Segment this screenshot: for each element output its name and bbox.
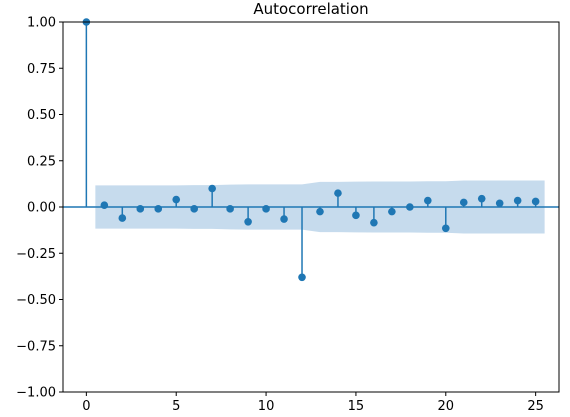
acf-point-lag-20 [441, 224, 450, 233]
acf-point-lag-17 [388, 207, 396, 216]
chart-title: Autocorrelation [253, 0, 368, 18]
points-layer [82, 18, 540, 282]
acf-point-lag-21 [459, 198, 468, 207]
acf-point-lag-22 [477, 194, 486, 203]
acf-point-lag-19 [424, 196, 432, 205]
y-tick-label: −1.00 [16, 386, 56, 401]
acf-point-lag-15 [352, 211, 360, 220]
acf-point-lag-11 [280, 215, 288, 223]
acf-point-lag-5 [172, 195, 181, 204]
acf-point-lag-12 [298, 273, 306, 282]
acf-point-lag-9 [244, 218, 252, 226]
x-tick-label: 0 [82, 399, 90, 414]
acf-point-lag-16 [370, 218, 378, 227]
acf-point-lag-13 [316, 207, 324, 216]
x-tick-label: 20 [438, 399, 455, 414]
acf-point-lag-8 [226, 205, 234, 213]
acf-point-lag-7 [208, 184, 216, 193]
acf-point-lag-2 [118, 214, 127, 222]
acf-point-lag-10 [262, 205, 270, 213]
x-tick-label: 25 [527, 399, 544, 414]
y-tick-label: 0.25 [27, 154, 56, 169]
acf-point-lag-1 [100, 201, 109, 209]
y-axis: 1.00 0.75 0.50 0.25 0.00 −0.25 −0.50 −0.75 −1.00 [16, 16, 63, 401]
y-tick-label: 0.50 [27, 108, 56, 123]
y-tick-label: −0.75 [16, 339, 56, 354]
y-tick-label: −0.25 [16, 247, 56, 262]
acf-point-lag-4 [154, 205, 163, 213]
acf-point-lag-24 [513, 196, 522, 205]
y-tick-label: 1.00 [27, 16, 56, 31]
acf-point-lag-23 [495, 199, 504, 208]
y-tick-label: −0.50 [16, 293, 56, 308]
acf-point-lag-18 [406, 203, 414, 211]
acf-point-lag-6 [190, 205, 198, 213]
acf-point-lag-14 [334, 189, 342, 197]
x-tick-label: 10 [258, 399, 275, 414]
y-tick-label: 0.00 [27, 201, 56, 216]
x-tick-label: 15 [348, 399, 365, 414]
acf-point-lag-25 [531, 197, 540, 206]
y-tick-label: 0.75 [27, 62, 56, 77]
x-axis: 0 5 10 15 20 25 [82, 392, 544, 414]
x-tick-label: 5 [172, 399, 180, 414]
acf-point-lag-3 [136, 205, 145, 213]
stems-layer [85, 22, 537, 278]
